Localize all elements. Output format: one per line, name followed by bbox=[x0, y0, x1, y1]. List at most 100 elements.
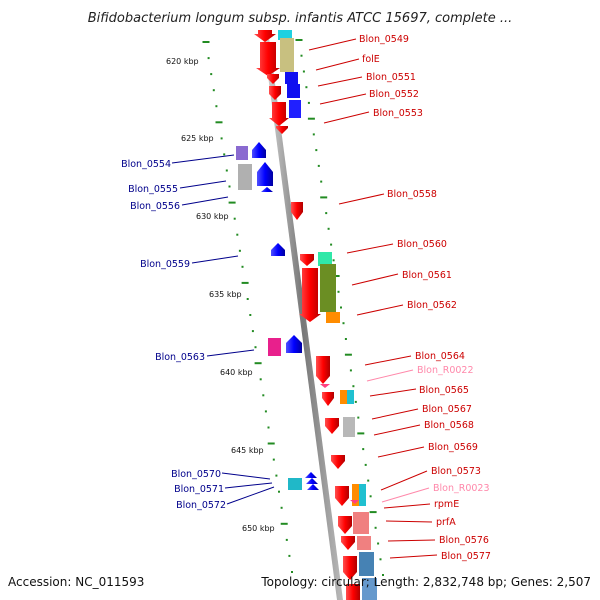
gene-label[interactable]: Blon_R0023 bbox=[433, 483, 490, 494]
tick-dot bbox=[228, 185, 231, 188]
gene-arrow-forward[interactable] bbox=[269, 102, 289, 126]
tick-dot bbox=[254, 346, 257, 349]
tick-dot bbox=[379, 558, 382, 561]
tick-dot bbox=[344, 338, 347, 340]
feature-bar bbox=[343, 417, 355, 437]
gene-arrow-reverse[interactable] bbox=[305, 472, 317, 478]
gene-arrow-reverse[interactable] bbox=[307, 484, 319, 490]
feature-bar bbox=[285, 72, 298, 84]
gene-label[interactable]: Blon_R0022 bbox=[417, 365, 474, 376]
gene-arrow-reverse[interactable] bbox=[261, 187, 273, 192]
gene-arrow-forward[interactable] bbox=[335, 486, 349, 506]
feature-bar bbox=[318, 252, 332, 266]
tick-dot bbox=[374, 526, 377, 529]
feature-bar bbox=[357, 536, 371, 550]
gene-arrow-forward[interactable] bbox=[269, 86, 281, 100]
map-title: Bifidobacterium longum subsp. infantis A… bbox=[88, 11, 513, 26]
gene-arrow-forward[interactable] bbox=[331, 455, 345, 469]
gene-label[interactable]: Blon_0556 bbox=[130, 201, 180, 212]
gene-arrow-forward[interactable] bbox=[291, 202, 303, 220]
gene-arrow-reverse[interactable] bbox=[257, 162, 273, 186]
gene-label[interactable]: Blon_0551 bbox=[366, 72, 416, 83]
tick-dot bbox=[364, 463, 367, 466]
feature-bar bbox=[238, 164, 252, 190]
tick-dot bbox=[249, 314, 252, 316]
gene-arrow-reverse[interactable] bbox=[252, 142, 266, 158]
gene-arrow-forward[interactable] bbox=[299, 268, 321, 322]
gene-arrow-forward[interactable] bbox=[343, 556, 357, 580]
tick-dot bbox=[315, 149, 318, 152]
gene-label[interactable]: Blon_0558 bbox=[387, 189, 437, 200]
tick-dot bbox=[332, 275, 340, 277]
gene-label[interactable]: Blon_0570 bbox=[171, 469, 221, 480]
tick-dot bbox=[241, 265, 244, 268]
gene-label[interactable]: Blon_0576 bbox=[439, 535, 489, 546]
tick-dot bbox=[307, 101, 310, 104]
gene-arrow-forward[interactable] bbox=[350, 500, 359, 504]
gene-arrow-forward[interactable] bbox=[276, 126, 288, 134]
tick-dot bbox=[367, 479, 370, 482]
gene-arrow-forward[interactable] bbox=[300, 254, 314, 266]
kbp-tick-label: 620 kbp bbox=[166, 57, 199, 66]
gene-label[interactable]: Blon_0563 bbox=[155, 352, 205, 363]
tick-dot bbox=[302, 70, 305, 73]
feature-bar bbox=[287, 84, 300, 98]
tick-dot bbox=[305, 86, 308, 89]
tick-dot bbox=[236, 233, 239, 236]
tick-dot bbox=[262, 394, 265, 397]
tick-dot bbox=[357, 416, 360, 419]
feature-bar bbox=[278, 30, 292, 40]
tick-dot bbox=[369, 511, 377, 514]
gene-label[interactable]: Blon_0573 bbox=[431, 466, 481, 477]
gene-label[interactable]: Blon_0555 bbox=[128, 184, 178, 195]
tick-dot bbox=[241, 281, 249, 284]
gene-label[interactable]: Blon_0577 bbox=[441, 551, 491, 562]
gene-arrow-forward[interactable] bbox=[346, 584, 360, 600]
gene-arrow-forward[interactable] bbox=[338, 516, 352, 534]
gene-label[interactable]: Blon_0554 bbox=[121, 159, 171, 170]
feature-bar bbox=[347, 390, 354, 404]
gene-label[interactable]: Blon_0562 bbox=[407, 300, 457, 311]
gene-arrow-reverse[interactable] bbox=[286, 335, 302, 353]
gene-label[interactable]: Blon_0567 bbox=[422, 404, 472, 415]
tick-dot bbox=[259, 378, 262, 381]
gene-label[interactable]: Blon_0552 bbox=[369, 89, 419, 100]
gene-arrow-forward[interactable] bbox=[316, 356, 330, 384]
gene-arrow-forward[interactable] bbox=[320, 384, 330, 388]
tick-dot bbox=[280, 506, 283, 509]
gene-arrow-forward[interactable] bbox=[341, 536, 355, 550]
gene-arrow-reverse[interactable] bbox=[306, 478, 318, 484]
gene-arrow-forward[interactable] bbox=[322, 392, 334, 406]
gene-label[interactable]: Blon_0560 bbox=[397, 239, 447, 250]
feature-bar bbox=[353, 512, 369, 534]
gene-arrow-forward[interactable] bbox=[254, 30, 276, 42]
tick-dot bbox=[267, 426, 270, 429]
gene-label[interactable]: Blon_0549 bbox=[359, 34, 409, 45]
gene-label[interactable]: prfA bbox=[436, 517, 456, 528]
kbp-tick-label: 635 kbp bbox=[209, 290, 242, 299]
tick-dot bbox=[300, 54, 303, 57]
tick-dot bbox=[264, 410, 267, 413]
gene-label[interactable]: folE bbox=[362, 54, 380, 65]
tick-dot bbox=[267, 442, 275, 445]
gene-label[interactable]: Blon_0553 bbox=[373, 108, 423, 119]
tick-dot bbox=[246, 298, 249, 300]
gene-arrow-reverse[interactable] bbox=[271, 243, 285, 256]
gene-arrow-forward[interactable] bbox=[267, 74, 279, 84]
tick-dot bbox=[215, 105, 218, 108]
gene-label[interactable]: Blon_0559 bbox=[140, 259, 190, 270]
gene-label[interactable]: Blon_0571 bbox=[174, 484, 224, 495]
tick-dot bbox=[357, 432, 365, 435]
gene-label[interactable]: Blon_0568 bbox=[424, 420, 474, 431]
tick-dot bbox=[212, 89, 215, 92]
gene-arrow-forward[interactable] bbox=[325, 418, 339, 434]
gene-label[interactable]: Blon_0564 bbox=[415, 351, 465, 362]
gene-label[interactable]: Blon_0569 bbox=[428, 442, 478, 453]
gene-label[interactable]: Blon_0565 bbox=[419, 385, 469, 396]
gene-label[interactable]: Blon_0561 bbox=[402, 270, 452, 281]
gene-arrow-forward[interactable] bbox=[256, 42, 280, 76]
feature-bar bbox=[359, 552, 374, 576]
gene-label[interactable]: rpmE bbox=[434, 499, 459, 510]
gene-label[interactable]: Blon_0572 bbox=[176, 500, 226, 511]
